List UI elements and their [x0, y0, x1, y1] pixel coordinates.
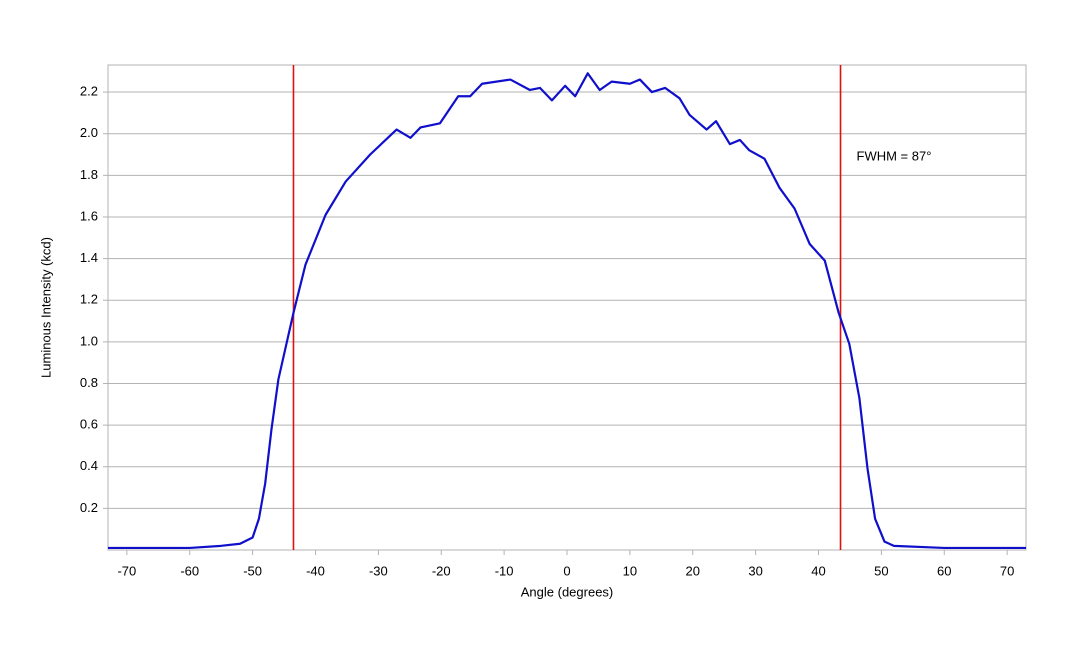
- x-axis-label: Angle (degrees): [521, 584, 614, 599]
- y-tick-label: 2.2: [80, 83, 98, 98]
- x-tick-label: 50: [874, 563, 888, 578]
- x-tick-label: 60: [937, 563, 951, 578]
- x-tick-label: -20: [432, 563, 451, 578]
- y-tick-label: 1.4: [80, 250, 98, 265]
- y-tick-label: 2.0: [80, 125, 98, 140]
- annotation: FWHM = 87°: [857, 148, 932, 163]
- x-tick-label: 20: [686, 563, 700, 578]
- x-tick-label: -40: [306, 563, 325, 578]
- x-tick-label: 30: [748, 563, 762, 578]
- y-tick-label: 0.2: [80, 500, 98, 515]
- x-tick-label: -60: [180, 563, 199, 578]
- y-tick-label: 0.6: [80, 417, 98, 432]
- y-tick-label: 1.0: [80, 333, 98, 348]
- y-tick-label: 1.8: [80, 167, 98, 182]
- y-axis-label: Luminous Intensity (kcd): [38, 237, 53, 378]
- x-tick-label: 0: [563, 563, 570, 578]
- x-tick-label: -70: [117, 563, 136, 578]
- plot-frame: [107, 64, 1027, 551]
- y-tick-label: 0.8: [80, 375, 98, 390]
- data-line: [108, 72, 1026, 550]
- x-tick-label: 40: [811, 563, 825, 578]
- x-tick-label: -30: [369, 563, 388, 578]
- y-tick-label: 0.4: [80, 458, 98, 473]
- x-tick-label: -50: [243, 563, 262, 578]
- x-tick-label: 70: [1000, 563, 1014, 578]
- x-tick-label: -10: [495, 563, 514, 578]
- y-tick-label: 1.2: [80, 292, 98, 307]
- y-tick-label: 1.6: [80, 208, 98, 223]
- x-tick-label: 10: [623, 563, 637, 578]
